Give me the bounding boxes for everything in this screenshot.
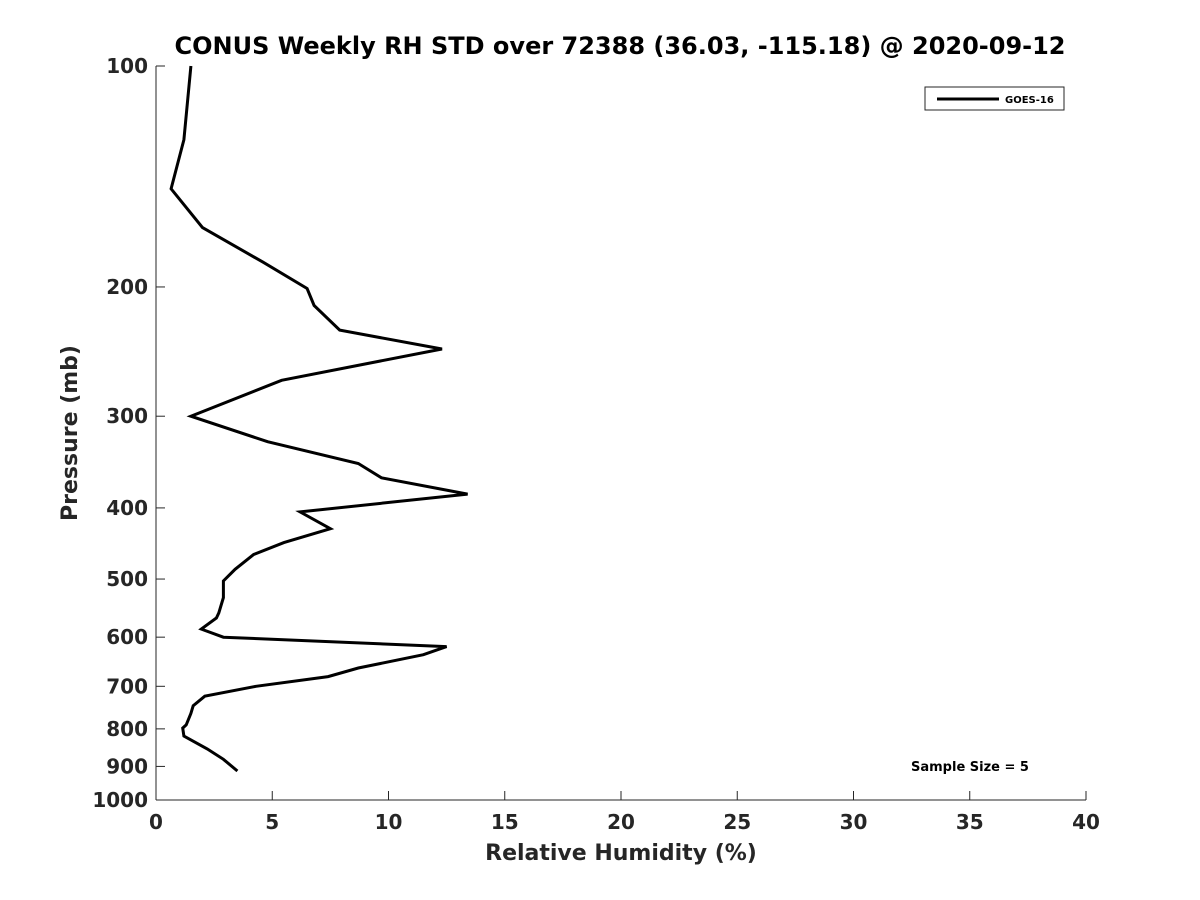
x-tick-label: 0 bbox=[149, 810, 163, 834]
x-axis-label: Relative Humidity (%) bbox=[485, 841, 757, 866]
y-tick-label: 800 bbox=[106, 717, 148, 741]
y-axis-label: Pressure (mb) bbox=[58, 345, 83, 521]
x-tick-label: 15 bbox=[491, 810, 519, 834]
y-tick-label: 100 bbox=[106, 54, 148, 78]
x-tick-label: 35 bbox=[956, 810, 984, 834]
legend-label-goes16: GOES-16 bbox=[1005, 95, 1054, 106]
series-line-goes-16 bbox=[169, 65, 468, 773]
x-tick-label: 30 bbox=[840, 810, 868, 834]
series-layer bbox=[169, 65, 468, 773]
x-ticks: 0 5 10 15 20 25 30 35 40 bbox=[149, 791, 1100, 834]
y-tick-label: 700 bbox=[106, 674, 148, 698]
x-tick-label: 20 bbox=[607, 810, 635, 834]
x-tick-label: 10 bbox=[375, 810, 403, 834]
y-tick-label: 1000 bbox=[92, 788, 148, 812]
y-tick-label: 900 bbox=[106, 754, 148, 778]
x-tick-label: 5 bbox=[265, 810, 279, 834]
y-ticks: 100 200 300 400 500 600 700 800 900 1000 bbox=[92, 54, 165, 812]
y-tick-label: 400 bbox=[106, 496, 148, 520]
legend: GOES-16 bbox=[924, 86, 1065, 111]
chart-title: CONUS Weekly RH STD over 72388 (36.03, -… bbox=[174, 32, 1065, 60]
sample-size-annotation: Sample Size = 5 bbox=[911, 760, 1029, 775]
plot-area: 0 5 10 15 20 25 30 35 40 100 200 300 400 500 600 700 80… bbox=[92, 54, 1100, 834]
y-tick-label: 500 bbox=[106, 567, 148, 591]
y-tick-label: 600 bbox=[106, 625, 148, 649]
y-tick-label: 300 bbox=[106, 404, 148, 428]
x-tick-label: 25 bbox=[723, 810, 751, 834]
y-tick-label: 200 bbox=[106, 275, 148, 299]
x-tick-label: 40 bbox=[1072, 810, 1100, 834]
